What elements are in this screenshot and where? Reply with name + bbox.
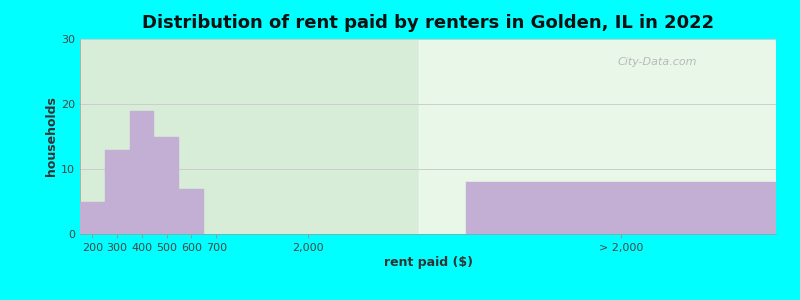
Bar: [105, 149, 130, 234]
Title: Distribution of rent paid by renters in Golden, IL in 2022: Distribution of rent paid by renters in …: [142, 14, 714, 32]
Bar: [80, 202, 105, 234]
Bar: [179, 188, 204, 234]
Bar: [466, 182, 776, 234]
Y-axis label: households: households: [46, 97, 58, 176]
X-axis label: rent paid ($): rent paid ($): [383, 256, 473, 269]
Text: City-Data.com: City-Data.com: [618, 57, 698, 68]
Bar: [130, 110, 154, 234]
Bar: [154, 136, 179, 234]
Bar: [419, 7, 800, 234]
